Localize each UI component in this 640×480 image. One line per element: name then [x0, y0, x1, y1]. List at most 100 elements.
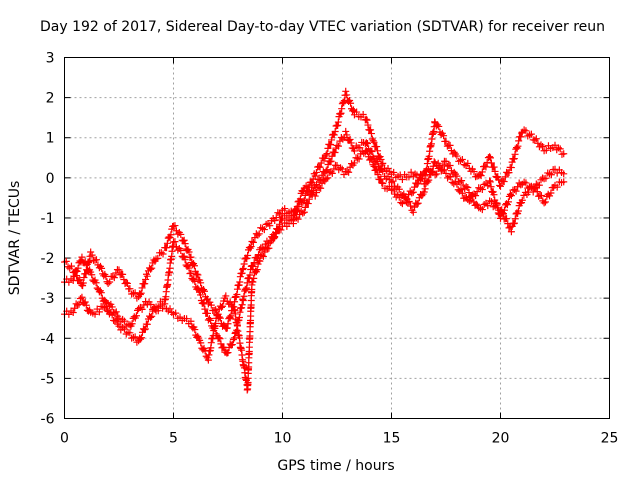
data-point: [271, 234, 279, 242]
data-point: [250, 259, 258, 267]
data-point: [478, 168, 486, 176]
data-point: [350, 159, 358, 167]
data-point: [435, 122, 443, 130]
data-point: [457, 157, 465, 165]
data-point: [316, 163, 324, 171]
data-point: [87, 248, 95, 256]
data-point: [532, 135, 540, 143]
data-point: [444, 174, 452, 182]
data-point: [446, 161, 454, 169]
data-point: [487, 154, 495, 162]
data-point: [373, 143, 381, 151]
data-point: [304, 200, 312, 208]
data-point: [517, 133, 525, 141]
data-point: [277, 210, 285, 218]
data-point: [527, 130, 535, 138]
data-point: [398, 200, 406, 208]
data-point: [404, 198, 412, 206]
chart-title: Day 192 of 2017, Sidereal Day-to-day VTE…: [40, 19, 605, 35]
data-point: [183, 315, 191, 323]
data-point: [547, 171, 555, 179]
data-point: [456, 178, 464, 186]
data-point: [388, 186, 395, 194]
data-point: [541, 198, 549, 206]
data-point: [154, 307, 162, 315]
data-point: [490, 163, 498, 171]
data-point: [247, 243, 255, 251]
y-axis-label: SDTVAR / TECUs: [7, 181, 23, 296]
data-point: [487, 198, 495, 206]
data-point: [414, 179, 422, 187]
data-point: [442, 157, 450, 165]
data-point: [353, 108, 361, 116]
data-point: [537, 141, 545, 149]
data-point: [194, 332, 202, 340]
data-point: [200, 300, 208, 308]
data-point: [534, 139, 542, 147]
data-point: [408, 189, 416, 197]
data-point: [359, 110, 367, 118]
data-point: [551, 165, 559, 173]
data-point: [78, 253, 86, 261]
data-point: [390, 168, 398, 176]
data-point: [210, 306, 218, 314]
data-point: [249, 238, 257, 246]
data-point: [249, 278, 257, 286]
data-point: [322, 167, 330, 175]
data-point: [480, 201, 488, 209]
axis-ticks: -6 -5 -4 -3 -2 -1 0 1 2 3 0 5 10 15 20 25: [41, 51, 619, 447]
data-point: [535, 181, 543, 189]
data-point: [397, 198, 405, 206]
data-point: [128, 334, 136, 342]
data-point: [556, 145, 564, 153]
data-point: [334, 142, 342, 150]
data-point: [327, 157, 335, 165]
data-point: [328, 169, 336, 177]
data-point: [515, 137, 523, 145]
data-point: [115, 266, 123, 274]
data-point: [266, 222, 274, 230]
data-point: [367, 126, 375, 134]
data-point: [388, 178, 395, 186]
data-point: [533, 188, 541, 196]
data-point: [225, 313, 233, 321]
data-point: [317, 184, 325, 192]
data-point: [315, 163, 323, 171]
data-point: [289, 216, 297, 224]
data-point: [540, 199, 548, 207]
data-point: [343, 91, 351, 99]
data-point: [446, 141, 454, 149]
data-point: [167, 231, 175, 239]
data-point: [301, 203, 309, 211]
data-point: [437, 165, 445, 173]
data-point: [331, 149, 339, 157]
data-point: [180, 236, 188, 244]
data-point: [374, 147, 382, 155]
data-point: [532, 184, 540, 192]
data-point: [431, 171, 439, 179]
data-point: [154, 254, 162, 262]
data-point: [464, 183, 472, 191]
data-point: [407, 202, 415, 210]
data-point: [355, 155, 363, 163]
data-point: [187, 317, 195, 325]
data-point: [342, 127, 350, 135]
data-point: [440, 132, 448, 140]
data-point: [253, 266, 261, 274]
data-point: [191, 326, 199, 334]
data-point: [560, 170, 568, 178]
data-point: [364, 148, 372, 156]
data-point: [369, 137, 377, 145]
data-point: [138, 334, 146, 342]
data-point: [477, 184, 485, 192]
data-point: [472, 200, 480, 208]
data-point: [115, 314, 123, 322]
data-point: [522, 127, 530, 135]
data-point: [362, 115, 370, 123]
data-point: [109, 272, 117, 280]
data-point: [197, 291, 205, 299]
data-point: [368, 156, 376, 164]
data-point: [346, 135, 354, 143]
x-tick-label: 10: [274, 431, 292, 447]
data-point: [141, 325, 149, 333]
